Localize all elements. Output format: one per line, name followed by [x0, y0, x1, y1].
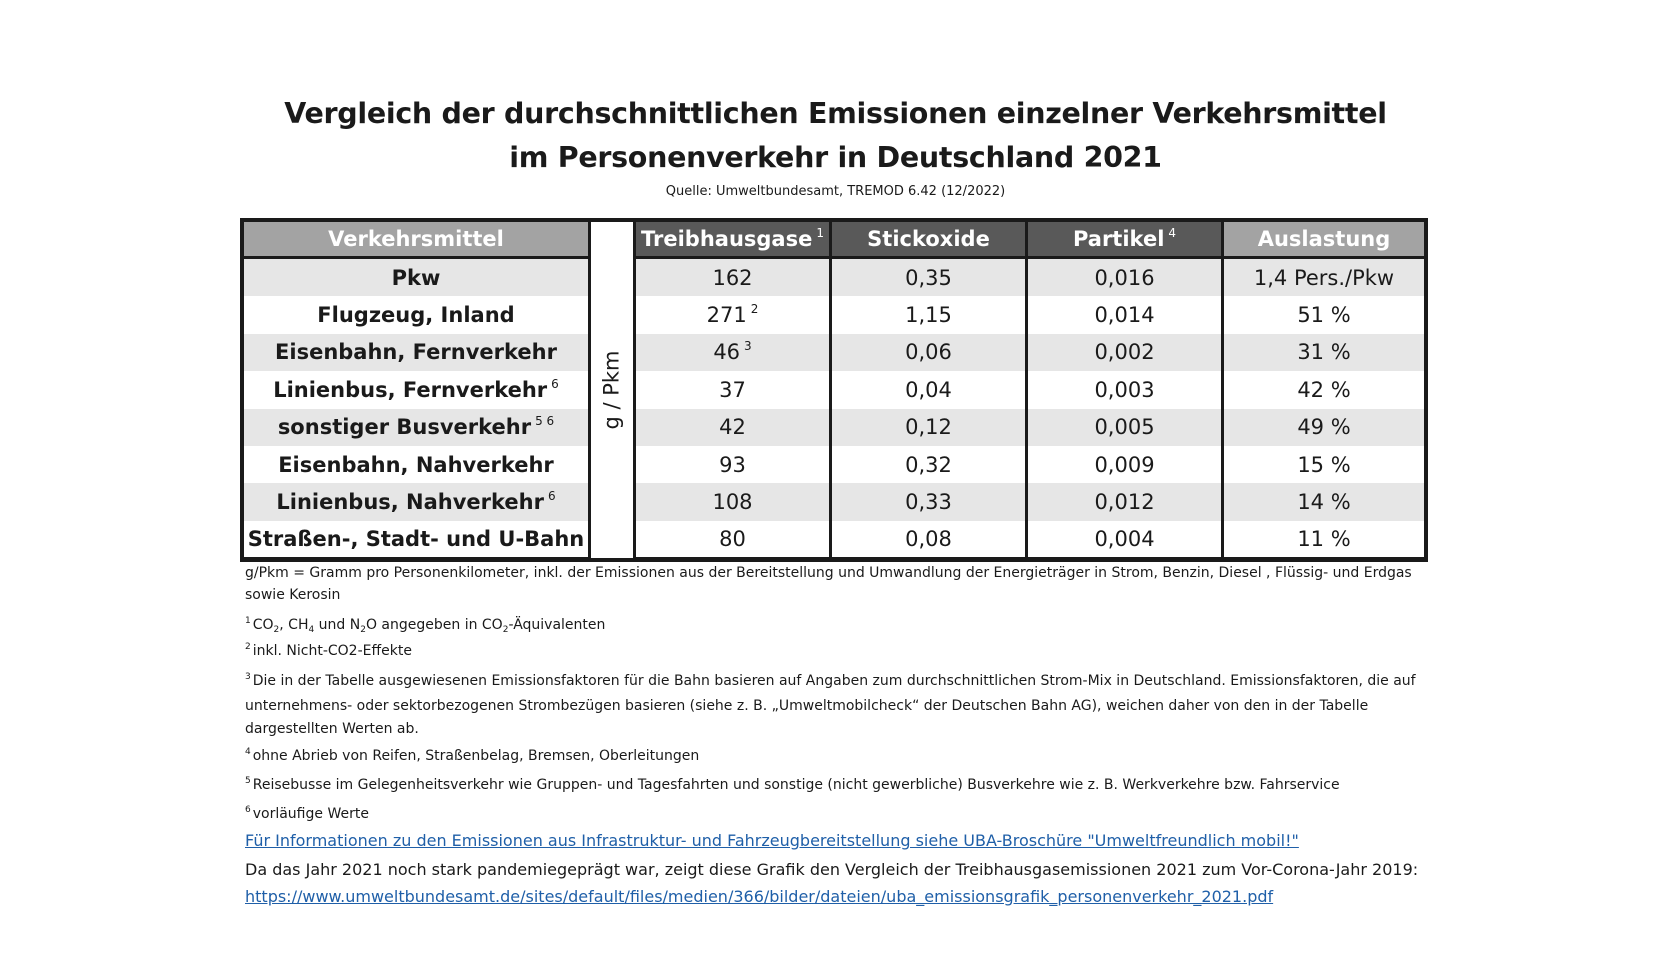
pm-cell: 0,014: [1028, 296, 1221, 334]
mode-cell: Flugzeug, Inland: [244, 296, 588, 334]
ghg-cell: 162: [636, 259, 829, 297]
pm-cell: 0,012: [1028, 483, 1221, 521]
mode-cell: Eisenbahn, Nahverkehr: [244, 446, 588, 484]
header-auslastung: Auslastung: [1224, 222, 1424, 256]
source-note: Quelle: Umweltbundesamt, TREMOD 6.42 (12…: [665, 184, 1006, 199]
mode-cell: Eisenbahn, Fernverkehr: [244, 333, 588, 372]
load-cell: 51 %: [1224, 296, 1424, 334]
unit-label: g / Pkm: [600, 350, 625, 430]
header-verkehrsmittel: Verkehrsmittel: [244, 222, 588, 256]
header-partikel: Partikel 4: [1028, 222, 1221, 256]
load-cell: 42 %: [1224, 371, 1424, 409]
ghg-cell: 42: [636, 408, 829, 446]
emissions-table: Verkehrsmittel g / Pkm Treibhausgase 1 St…: [240, 218, 1428, 562]
unit-definition: g/Pkm = Gramm pro Personenkilometer, ink…: [245, 565, 1412, 603]
mode-cell: sonstiger Busverkehr 5 6: [244, 408, 588, 446]
title-line-1: Vergleich der durchschnittlichen Emissio…: [284, 97, 1387, 130]
ghg-cell: 271 2: [636, 296, 829, 334]
footnote-4: 4 ohne Abrieb von Reifen, Straßenbelag, B…: [245, 747, 700, 764]
pm-cell: 0,009: [1028, 446, 1221, 484]
nox-cell: 0,32: [832, 446, 1025, 484]
nox-cell: 0,06: [832, 333, 1025, 372]
load-cell: 31 %: [1224, 333, 1424, 372]
ghg-cell: 80: [636, 520, 829, 558]
mode-cell: Pkw: [244, 259, 588, 297]
pm-cell: 0,004: [1028, 520, 1221, 558]
ghg-cell: 93: [636, 446, 829, 484]
header-treibhausgase: Treibhausgase 1: [636, 222, 829, 256]
pm-cell: 0,002: [1028, 333, 1221, 372]
ghg-cell: 108: [636, 483, 829, 521]
pm-cell: 0,016: [1028, 259, 1221, 297]
footnote-5: 5 Reisebusse im Gelegenheitsverkehr wie G…: [245, 776, 1340, 793]
load-cell: 1,4 Pers./Pkw: [1224, 259, 1424, 297]
mode-cell: Straßen-, Stadt- und U-Bahn: [244, 520, 588, 558]
load-cell: 49 %: [1224, 408, 1424, 446]
mode-cell: Linienbus, Fernverkehr 6: [244, 371, 588, 409]
broschure-link[interactable]: Für Informationen zu den Emissionen aus …: [245, 831, 1299, 850]
pm-cell: 0,003: [1028, 371, 1221, 409]
load-cell: 11 %: [1224, 520, 1424, 558]
ghg-cell: 37: [636, 371, 829, 409]
comparison-note: Da das Jahr 2021 noch stark pandemiegepr…: [245, 860, 1419, 879]
load-cell: 14 %: [1224, 483, 1424, 521]
footnote-6: 6 vorläufige Werte: [245, 805, 369, 822]
pm-cell: 0,005: [1028, 408, 1221, 446]
nox-cell: 0,08: [832, 520, 1025, 558]
load-cell: 15 %: [1224, 446, 1424, 484]
pdf-link-line: https://www.umweltbundesamt.de/sites/def…: [245, 886, 1425, 909]
mode-cell: Linienbus, Nahverkehr 6: [244, 483, 588, 521]
page-title: Vergleich der durchschnittlichen Emissio…: [0, 92, 1671, 180]
ghg-cell: 46 3: [636, 333, 829, 372]
nox-cell: 0,04: [832, 371, 1025, 409]
footnote-2: 2 inkl. Nicht-CO2-Effekte: [245, 642, 412, 659]
footnote-1: 1 CO2, CH4 und N2O angegeben in CO2-Äquiv…: [245, 616, 606, 635]
title-line-2: im Personenverkehr in Deutschland 2021: [509, 141, 1162, 174]
nox-cell: 0,35: [832, 259, 1025, 297]
footnote-3: 3 Die in der Tabelle ausgewiesenen Emissi…: [245, 672, 1416, 737]
broschure-link-line: Für Informationen zu den Emissionen aus …: [245, 830, 1425, 853]
header-stickoxide: Stickoxide: [832, 222, 1025, 256]
nox-cell: 0,12: [832, 408, 1025, 446]
pdf-link[interactable]: https://www.umweltbundesamt.de/sites/def…: [245, 887, 1274, 906]
nox-cell: 0,33: [832, 483, 1025, 521]
unit-column: g / Pkm: [591, 222, 633, 558]
nox-cell: 1,15: [832, 296, 1025, 334]
